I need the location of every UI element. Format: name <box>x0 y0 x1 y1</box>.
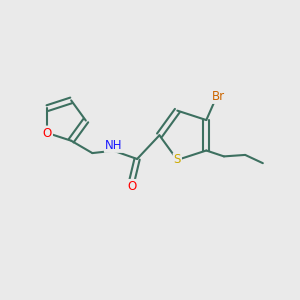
Text: S: S <box>174 153 181 167</box>
Text: Br: Br <box>212 90 225 103</box>
Text: NH: NH <box>105 139 122 152</box>
Text: O: O <box>127 180 136 193</box>
Text: O: O <box>43 127 52 140</box>
